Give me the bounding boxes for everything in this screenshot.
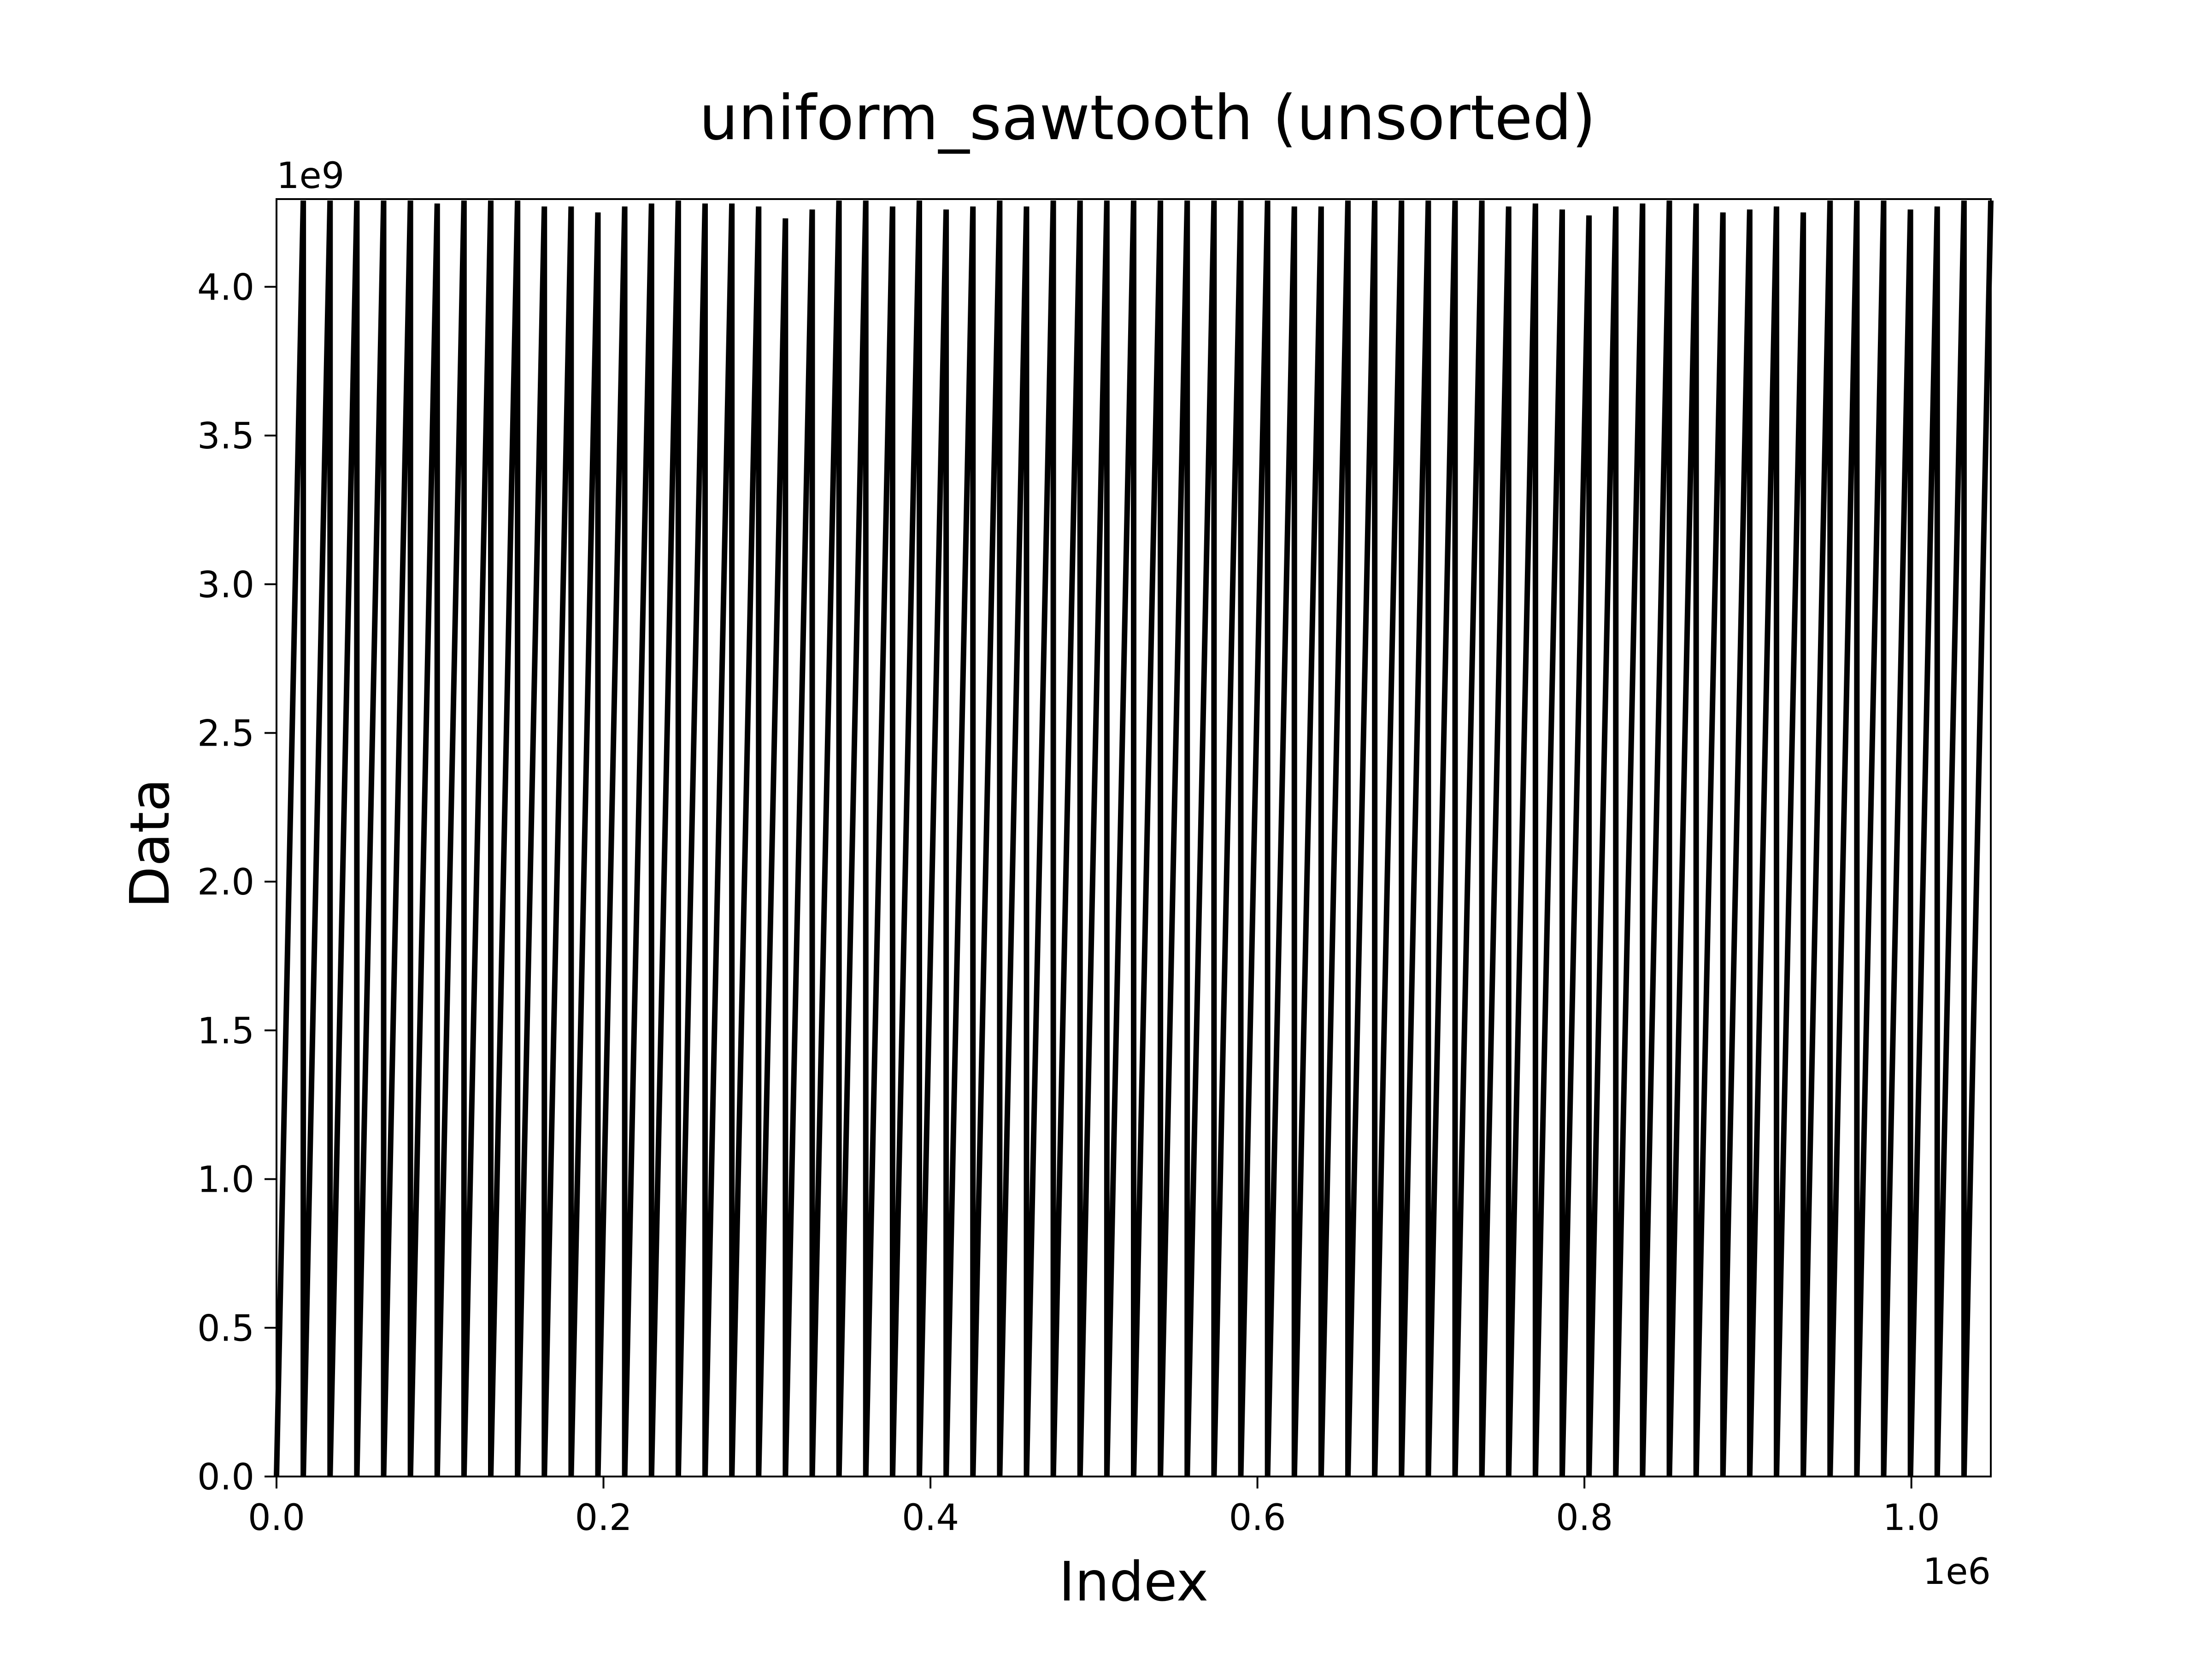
y-axis-label: Data	[118, 778, 182, 908]
plot-area	[274, 198, 1994, 1477]
y-tick-label: 3.5	[197, 416, 254, 457]
y-axis: 0.0 0.5 1.0 1.5 2.0 2.5 3.0 3.5 4.0	[197, 267, 276, 1498]
x-axis-label: Index	[1059, 1550, 1209, 1613]
y-tick-label: 1.5	[197, 1011, 254, 1052]
y-tick-label: 3.0	[197, 565, 254, 606]
y-tick-label: 4.0	[197, 267, 254, 308]
series-layer	[274, 200, 1994, 1477]
y-axis-multiplier: 1e9	[276, 155, 344, 197]
x-tick-label: 0.6	[1229, 1497, 1286, 1539]
y-tick-label: 1.0	[197, 1159, 254, 1201]
y-tick-label: 2.5	[197, 713, 254, 754]
x-tick-label: 0.4	[902, 1497, 959, 1539]
x-axis: 0.0 0.2 0.4 0.6 0.8 1.0	[248, 1477, 1940, 1539]
x-axis-multiplier: 1e6	[1923, 1551, 1991, 1593]
y-tick-label: 2.0	[197, 862, 254, 903]
series-line-0	[274, 200, 1994, 1477]
y-tick-label: 0.5	[197, 1308, 254, 1349]
chart-title: uniform_sawtooth (unsorted)	[699, 82, 1596, 154]
x-tick-label: 0.2	[575, 1497, 632, 1539]
x-tick-label: 0.0	[248, 1497, 305, 1539]
y-tick-label: 0.0	[197, 1457, 254, 1498]
x-tick-label: 1.0	[1883, 1497, 1940, 1539]
plot-frame	[276, 198, 1992, 1477]
x-tick-label: 0.8	[1556, 1497, 1613, 1539]
